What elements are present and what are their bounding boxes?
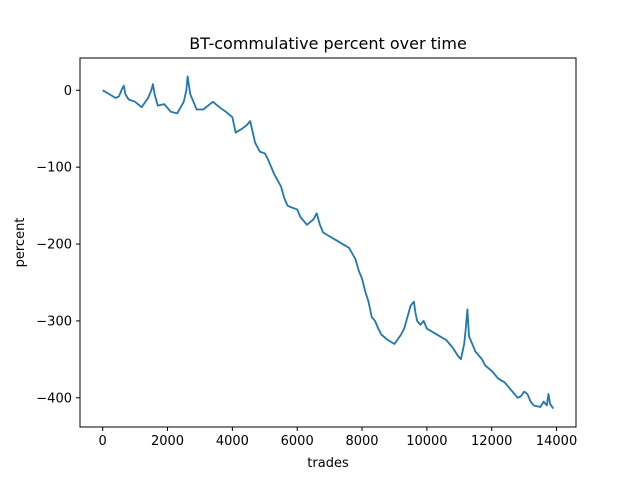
x-tick-label: 0 <box>99 434 107 449</box>
plot-frame <box>79 57 577 428</box>
x-tick-label: 12000 <box>471 434 512 449</box>
x-tick-label: 4000 <box>216 434 249 449</box>
y-tick-label: 0 <box>64 84 72 99</box>
x-axis-ticks: 0 2000 4000 6000 8000 10000 12000 14000 <box>99 427 577 449</box>
chart-title: BT-commulative percent over time <box>189 34 467 53</box>
x-tick-label: 14000 <box>536 434 577 449</box>
x-tick-label: 6000 <box>281 434 314 449</box>
x-tick-label: 10000 <box>406 434 447 449</box>
y-axis-ticks: 0 −100 −200 −300 −400 <box>36 84 80 406</box>
x-tick-label: 8000 <box>345 434 378 449</box>
x-tick-label: 2000 <box>151 434 184 449</box>
y-tick-label: −200 <box>36 238 72 253</box>
plot-layer <box>102 75 555 410</box>
y-tick-label: −300 <box>36 314 72 329</box>
y-tick-label: −400 <box>36 391 72 406</box>
y-axis-label: percent <box>13 218 28 268</box>
series-line-0 <box>102 75 555 410</box>
x-axis-label: trades <box>307 456 349 471</box>
y-tick-label: −100 <box>36 161 72 176</box>
